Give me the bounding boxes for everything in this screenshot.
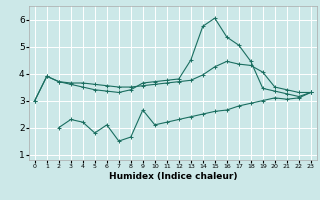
- X-axis label: Humidex (Indice chaleur): Humidex (Indice chaleur): [108, 172, 237, 181]
